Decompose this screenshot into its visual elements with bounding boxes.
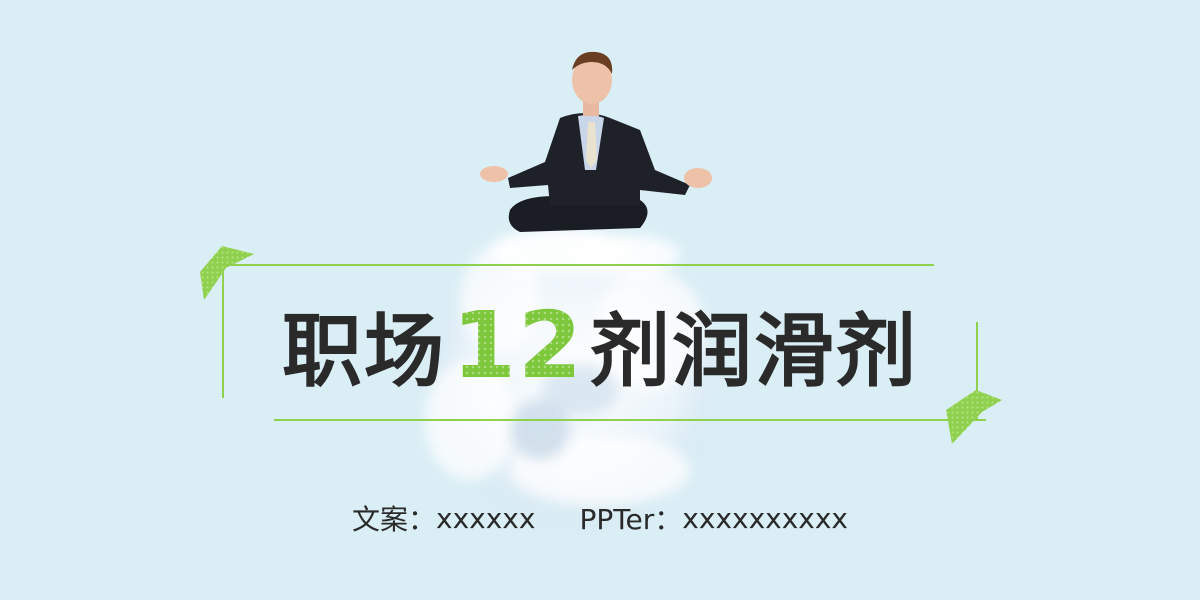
title-prefix: 职场 [281, 305, 446, 398]
slide-title: 职场 12 剂润滑剂 [0, 290, 1200, 400]
ppter-label: PPTer： [579, 503, 683, 536]
copy-label: 文案： [352, 503, 437, 536]
frame-line-right [976, 322, 978, 419]
title-number: 12 [451, 291, 585, 399]
frame-line-left [222, 264, 224, 398]
credits: 文案： xxxxxx PPTer： xxxxxxxxxx [0, 496, 1200, 540]
frame-line-bottom [274, 419, 986, 421]
copy-value: xxxxxx [436, 501, 536, 535]
frame-line-top [222, 264, 934, 266]
title-suffix: 剂润滑剂 [590, 305, 919, 398]
ppter-value: xxxxxxxxxx [682, 501, 848, 535]
